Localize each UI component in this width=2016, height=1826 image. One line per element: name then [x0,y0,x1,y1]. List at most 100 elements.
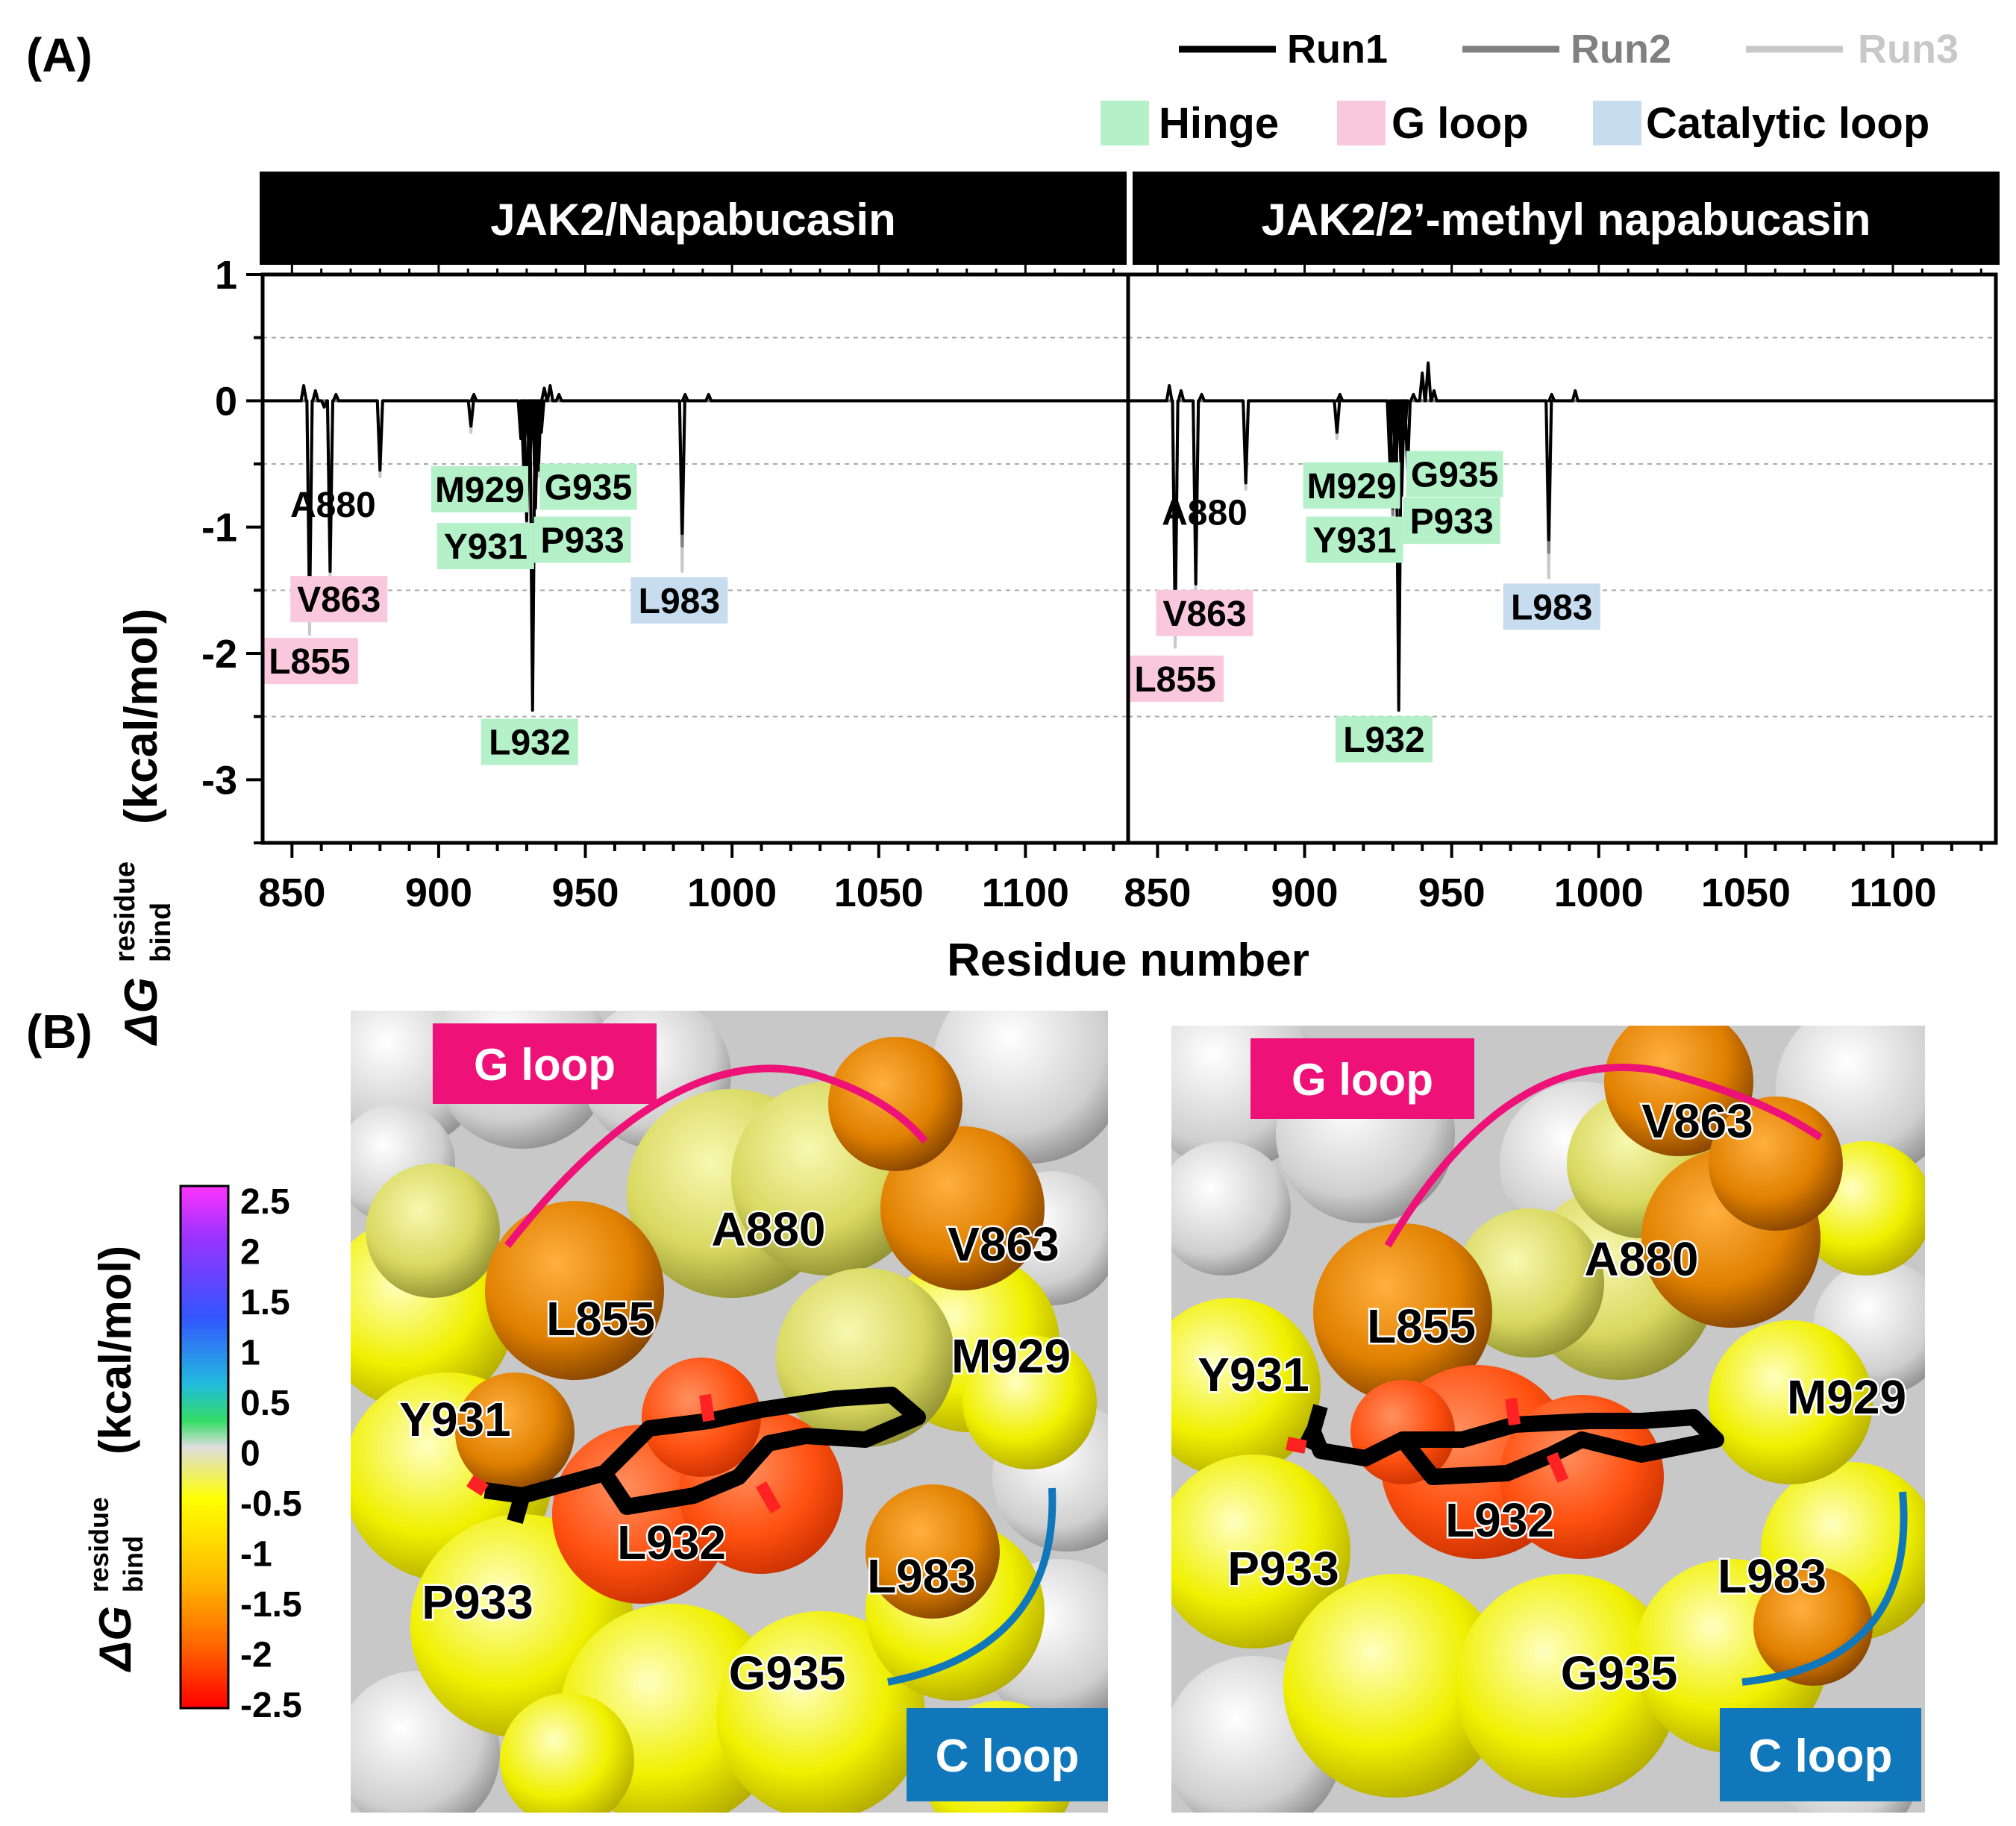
legend-run1-label: Run1 [1287,27,1388,72]
residue-label-left-m929: M929 [951,1329,1071,1383]
colorbar: 2.5 2 1.5 1 0.5 0 -0.5 -1 -1.5 -2 -2.5 ΔG residue … [84,1182,302,1725]
surface-orange [455,1037,1045,1619]
c-loop-arc-left [887,1487,1056,1686]
residue-label-right-l855: L855 [1367,1299,1476,1353]
x-axis-title: Residue number [947,935,1309,986]
annotation-l855: L855 [269,642,350,682]
y-axis-title: ΔG residue bind (kcal/mol) [110,609,177,1046]
annotation-box-g935 [539,463,637,510]
colorbar-title-sub: bind [118,1536,148,1593]
colorbar-tick-label: -1.5 [240,1585,302,1625]
colorbar-title-super: residue [84,1497,114,1593]
colorbar-gradient [179,1185,230,1710]
g-loop-label-left: G loop [474,1040,616,1090]
colorbar-tick-label: -1 [240,1535,272,1575]
residue-label-right-l983: L983 [1718,1549,1826,1603]
annotation-box-p933 [533,516,631,563]
facet-strip-right [1133,172,2000,265]
colorbar-title-main: ΔG [90,1606,140,1672]
facet-0: L855 V863 A880 M929 Y931 G935 P933 L932 L983 850 9… [258,264,1128,915]
c-loop-box-right [1720,1708,1921,1801]
residue-label-left-l932: L932 [617,1516,726,1569]
annotation-p933: P933 [1410,502,1494,542]
x-tick-label: 850 [258,870,325,915]
residue-label-right-g935: G935 [1561,1646,1678,1700]
residue-label-right-m929: M929 [1787,1370,1906,1424]
annotation-box-m929 [431,465,528,512]
series-line-run1 [1128,361,1996,712]
annotation-box-v863 [290,576,388,623]
residue-label-right-v863: V863 [1641,1094,1753,1148]
annotation-l983: L983 [639,582,720,621]
plot-area: L855 V863 A880 M929 Y931 G935 P933 L932 L983 850 9… [201,253,1998,915]
colorbar-tick-label: -2 [240,1636,272,1675]
x-tick-label: 1050 [834,870,924,915]
x-tick-label: 1000 [687,870,777,915]
annotation-box-m929 [1303,462,1400,509]
y-axis-title-unit: (kcal/mol) [116,609,167,824]
residue-label-right-p933: P933 [1227,1542,1339,1596]
legend-hinge-label: Hinge [1159,99,1279,148]
colorbar-ticks: 2.5 2 1.5 1 0.5 0 -0.5 -1 -1.5 -2 -2.5 [240,1182,302,1725]
annotation-v863: V863 [297,580,381,620]
g-loop-box-right [1250,1038,1474,1119]
residue-label-left-y931: Y931 [399,1393,510,1446]
series-line-run1 [263,384,1128,712]
residue-label-left-g935: G935 [729,1646,846,1700]
g-loop-arc-right [1384,1064,1823,1248]
facet-title-right: JAK2/2’-methyl napabucasin [1262,195,1871,245]
legend-catalytic-label: Catalytic loop [1646,99,1929,148]
annotation-box-g935 [1406,451,1503,498]
series-line-run2 [1128,399,1996,693]
annotation-l932: L932 [1343,721,1424,760]
annotation-l932: L932 [489,724,570,763]
annotation-box-y931 [436,523,534,570]
x-tick-label: 1100 [982,870,1069,915]
x-tick-label: 950 [1418,870,1486,915]
legend-hinge-swatch [1101,101,1149,145]
residue-labels-right: V863 A880 L855 Y931 M929 L932 P933 L983 G935 [1196,1093,1909,1702]
colorbar-tick-label: 1 [240,1334,260,1373]
y-axis-title-super: residue [110,862,141,962]
annotation-y931: Y931 [1313,521,1397,561]
facet-title-left: JAK2/Napabucasin [490,195,896,245]
c-loop-label-left: C loop [936,1731,1080,1782]
y-tick-label: -3 [201,758,237,803]
x-tick-label: 950 [551,870,619,915]
x-tick-label: 1000 [1554,870,1644,915]
annotation-p933: P933 [541,521,624,561]
residue-label-left-l983: L983 [867,1549,976,1603]
facet-1: L855 V863 A880 M929 Y931 G935 P933 L932 L983 850 9… [1124,264,1996,915]
g-loop-box-left [433,1023,657,1104]
ligand-left [466,1387,926,1525]
legend-gloop-label: G loop [1392,99,1529,148]
g-loop-arc-left [504,1064,928,1249]
colorbar-tick-label: -0.5 [240,1484,302,1524]
colorbar-tick-label: -2.5 [240,1686,302,1725]
legend-catalytic-swatch [1593,101,1641,145]
annotation-g935: G935 [545,468,632,507]
annotation-a880: A880 [1162,493,1248,533]
colorbar-tick-label: 0.5 [240,1384,290,1423]
residue-label-right-a880: A880 [1585,1232,1699,1286]
annotation-box-l983 [1503,583,1600,630]
annotation-box-l855 [260,638,358,685]
colorbar-title-unit: (kcal/mol) [90,1246,140,1455]
series-line-run3 [263,399,1128,706]
structure-panel-right: G loop C loop V863 A880 L855 Y931 M929 L932 P9… [1171,1026,1925,1813]
annotation-g935: G935 [1411,456,1498,495]
annotation-l855: L855 [1134,660,1215,700]
panel-b-label: (B) [26,1005,93,1058]
ligand-right [1286,1397,1724,1485]
colorbar-title: ΔG residue bind (kcal/mol) [84,1246,148,1672]
annotation-y931: Y931 [444,527,528,567]
series-line-run3 [1128,399,1996,706]
y-tick-label: 0 [215,379,237,424]
facet-strip-left [260,172,1127,265]
annotation-m929: M929 [435,471,525,510]
c-loop-label-right: C loop [1749,1731,1893,1782]
annotation-box-y931 [1306,516,1403,563]
c-loop-box-left [907,1708,1108,1801]
residue-label-left-a880: A880 [712,1202,826,1256]
